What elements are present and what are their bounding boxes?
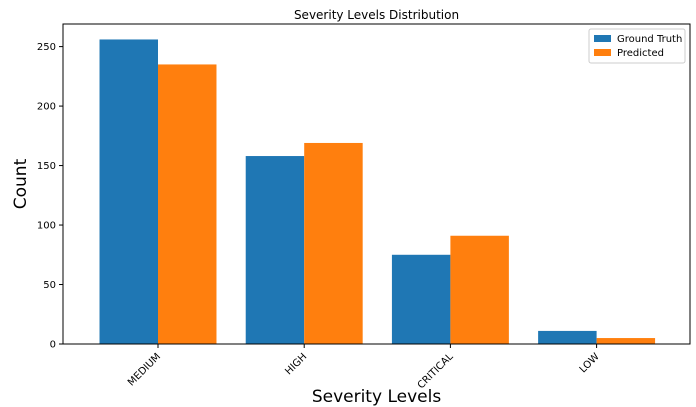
- bar-ground-truth-low: [538, 330, 597, 344]
- bar-ground-truth-medium: [99, 39, 158, 344]
- bar-ground-truth-high: [245, 156, 305, 344]
- bar-predicted-critical: [450, 235, 509, 344]
- legend-label: Predicted: [617, 48, 664, 59]
- bars-layer: [99, 39, 656, 344]
- bar-ground-truth-critical: [391, 254, 451, 344]
- y-tick-label: 200: [37, 102, 56, 113]
- y-axis-label: Count: [11, 158, 31, 209]
- legend-swatch: [594, 35, 611, 42]
- y-tick-label: 250: [37, 42, 56, 53]
- legend-box: [588, 28, 686, 64]
- y-tick-label: 0: [50, 340, 56, 351]
- bar-predicted-medium: [158, 64, 217, 344]
- legend-label: Ground Truth: [617, 34, 682, 45]
- y-tick-label: 100: [37, 221, 56, 232]
- x-axis-label: Severity Levels: [312, 387, 441, 407]
- bar-predicted-low: [596, 338, 656, 344]
- chart-title: Severity Levels Distribution: [294, 8, 459, 22]
- legend-swatch: [594, 49, 611, 56]
- y-tick-label: 50: [43, 280, 56, 291]
- legend: Ground Truth Predicted: [588, 28, 686, 64]
- bar-predicted-high: [304, 142, 363, 344]
- y-axis: 0 50 100 150 200 250: [37, 42, 63, 351]
- plot-frame: [62, 23, 691, 345]
- y-tick-label: 150: [37, 161, 56, 172]
